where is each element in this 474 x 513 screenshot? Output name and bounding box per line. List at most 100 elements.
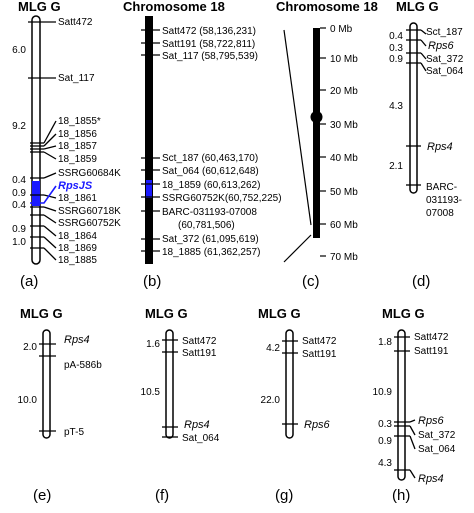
- panel-d-distance: 0.9: [389, 54, 403, 65]
- panel-e-distance: 2.0: [23, 342, 37, 353]
- panel-f-distance: 1.6: [146, 339, 160, 350]
- panel-e-distance: 10.0: [18, 395, 38, 406]
- panel-c-scale-tick: 10 Mb: [330, 54, 358, 65]
- panel-b-marker: 18_1859 (60,613,262): [162, 180, 260, 191]
- panel-b-marker: Satt472 (58,136,231): [162, 26, 256, 37]
- panel-e-marker-rps4: Rps4: [64, 334, 90, 346]
- panel-f-title: MLG G: [145, 306, 188, 321]
- panel-d-marker: Sat_064: [426, 66, 464, 77]
- panel-b-marker: Sct_187 (60,463,170): [162, 153, 258, 164]
- panel-c-scale-tick: 30 Mb: [330, 120, 358, 131]
- panel-a-distance: 6.0: [12, 45, 26, 56]
- panel-e-marker: pA-586b: [64, 360, 102, 371]
- panel-a-distance: 0.4: [12, 175, 26, 186]
- panel-a-marker-18-1861: 18_1861: [58, 193, 97, 204]
- panel-d-marker: BARC-: [426, 182, 457, 193]
- panel-f-marker: Sat_064: [182, 433, 220, 444]
- panel-f-marker: Satt191: [182, 348, 217, 359]
- panel-g-distance: 22.0: [261, 395, 281, 406]
- panel-h-marker: Satt472: [414, 332, 449, 343]
- panel-h-marker: Sat_064: [418, 444, 456, 455]
- panel-g: MLG G Satt472 Satt191 Rps6 4.2 22.0 (g): [258, 306, 337, 504]
- panel-a-marker-satt472: Satt472: [58, 17, 93, 28]
- panel-a-marker-18-1885: 18_1885: [58, 255, 97, 266]
- panel-c-scale-tick: 20 Mb: [330, 86, 358, 97]
- panel-e: MLG G Rps4 pA-586b pT-5 2.0 10.0 (e): [18, 306, 103, 504]
- panel-b: Chromosome 18 Satt472 (58,136,231) Satt1…: [123, 0, 282, 290]
- panel-a-marker-18-1859: 18_1859: [58, 154, 97, 165]
- panel-a-marker-rpsjs: RpsJS: [58, 180, 93, 192]
- panel-c-chromosome-bar: [313, 28, 320, 238]
- panel-h-distance: 1.8: [378, 337, 392, 348]
- panel-a-distance: 9.2: [12, 121, 26, 132]
- panel-a-marker-ssrg60718k: SSRG60718K: [58, 206, 121, 217]
- panel-b-marker: 18_1885 (61,362,257): [162, 247, 260, 258]
- panel-b-marker: (60,781,506): [178, 220, 235, 231]
- panel-c-centromere: [310, 111, 323, 123]
- panel-d-marker-rps4: Rps4: [427, 141, 453, 153]
- panel-h: MLG G Satt472 Satt191 Rps6 Sat_372 Sat_0…: [373, 306, 456, 504]
- panel-a-label: (a): [20, 273, 38, 290]
- panel-h-distance: 10.9: [373, 387, 393, 398]
- panel-c-scale-tick: 60 Mb: [330, 220, 358, 231]
- panel-h-chromosome-bar: [397, 329, 406, 481]
- panel-a-distance: 0.9: [12, 224, 26, 235]
- panel-h-marker-rps4: Rps4: [418, 473, 444, 485]
- panel-e-chromosome-bar: [42, 329, 51, 439]
- panel-a-marker-sat117: Sat_117: [58, 73, 95, 84]
- panel-e-label: (e): [33, 487, 51, 504]
- panel-b-highlight: [146, 180, 152, 198]
- panel-f-distance: 10.5: [141, 387, 161, 398]
- panel-a-marker-18-1864: 18_1864: [58, 231, 97, 242]
- panel-c-scale-tick: 40 Mb: [330, 153, 358, 164]
- panel-g-title: MLG G: [258, 306, 301, 321]
- panel-c-title: Chromosome 18: [276, 0, 378, 14]
- panel-a-marker-ssrg60684k: SSRG60684K: [58, 168, 121, 179]
- panel-b-marker: BARC-031193-07008: [162, 207, 257, 218]
- panel-g-marker: Satt191: [302, 349, 337, 360]
- panel-f-chromosome-bar: [165, 329, 174, 439]
- panel-c-scale-tick: 50 Mb: [330, 187, 358, 198]
- panel-d-marker: Sct_187: [426, 27, 463, 38]
- panel-f-marker-rps4: Rps4: [184, 419, 210, 431]
- panel-b-marker: SSRG60752K(60,752,225): [162, 193, 282, 204]
- panel-e-title: MLG G: [20, 306, 63, 321]
- panel-a-chromosome-bar: [31, 15, 41, 265]
- panel-b-chromosome-bar: [145, 16, 153, 264]
- panel-h-label: (h): [392, 487, 410, 504]
- panel-c-scale-tick: 0 Mb: [330, 24, 353, 35]
- panel-h-marker: Satt191: [414, 346, 449, 357]
- panel-f-label: (f): [155, 487, 169, 504]
- panel-d-distance: 0.4: [389, 31, 403, 42]
- panel-a-title: MLG G: [18, 0, 61, 14]
- panel-h-marker: Sat_372: [418, 430, 456, 441]
- panel-a-distance: 0.9: [12, 188, 26, 199]
- panel-g-distance: 4.2: [266, 343, 280, 354]
- panel-d-marker-rps6: Rps6: [428, 40, 455, 52]
- panel-d-marker: 07008: [426, 208, 454, 219]
- panel-d-marker: 031193-: [426, 195, 462, 206]
- panel-c-scale-tick: 70 Mb: [330, 252, 358, 263]
- panel-d-label: (d): [412, 273, 430, 290]
- panel-f: MLG G Satt472 Satt191 Rps4 Sat_064 1.6 1…: [141, 306, 220, 504]
- panel-d-distance: 0.3: [389, 43, 403, 54]
- panel-e-marker: pT-5: [64, 427, 84, 438]
- panel-b-label: (b): [143, 273, 161, 290]
- panel-h-distance: 0.3: [378, 419, 392, 430]
- panel-a-rpsjs-highlight: [32, 181, 40, 206]
- panel-f-marker: Satt472: [182, 336, 217, 347]
- panel-d-distance: 2.1: [389, 161, 403, 172]
- panel-h-distance: 4.3: [378, 458, 392, 469]
- panel-d-distance: 4.3: [389, 101, 403, 112]
- panel-a-distance: 0.4: [12, 200, 26, 211]
- panel-b-marker: Sat_117 (58,795,539): [162, 51, 258, 62]
- panel-h-title: MLG G: [382, 306, 425, 321]
- panel-a-marker-ssrg60752k: SSRG60752K: [58, 218, 121, 229]
- panel-a-marker-18-1855: 18_1855*: [58, 116, 101, 127]
- panel-b-marker: Satt191 (58,722,811): [162, 39, 255, 50]
- panel-a-distance: 1.0: [12, 237, 26, 248]
- panel-c-label: (c): [302, 273, 320, 290]
- panel-a-marker-18-1857: 18_1857: [58, 141, 97, 152]
- panel-g-label: (g): [275, 487, 293, 504]
